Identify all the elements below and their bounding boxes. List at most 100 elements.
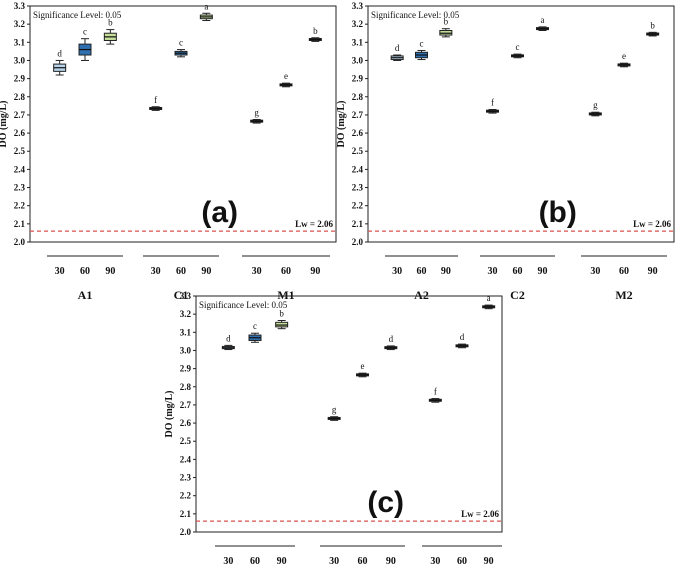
y-tick-label: 3.3 [180,291,192,301]
category-label: 30 [151,266,161,277]
significance-letter: f [491,97,494,107]
category-label: 90 [201,266,211,277]
category-label: 90 [441,266,451,277]
significance-letter: e [361,361,365,371]
category-label: 60 [417,266,427,277]
significance-letter: f [434,387,437,397]
y-tick-label: 2.6 [14,128,26,138]
y-tick-label: 2.2 [180,491,192,501]
significance-letter: f [154,95,157,105]
y-tick-label: 2.3 [352,183,364,193]
y-tick-label: 2.8 [352,92,364,102]
category-label: 30 [488,266,498,277]
y-tick-label: 2.1 [180,509,192,519]
category-label: 30 [392,266,402,277]
y-tick-label: 3.3 [14,1,26,11]
y-tick-label: 2.7 [352,110,364,120]
category-label: 90 [105,266,115,277]
y-tick-label: 3.0 [180,345,192,355]
category-label: 90 [648,266,658,277]
y-tick-label: 3.2 [14,19,26,29]
significance-letter: d [389,334,394,344]
y-tick-label: 2.1 [352,219,364,229]
significance-letter: b [313,26,318,36]
category-label: 30 [430,556,440,567]
category-label: 90 [484,556,494,567]
chart-panel-2: 2.0 2.1 2.2 2.3 2.4 2.5 2.6 2.7 2.8 2.9 3.0 3.1 3.2 3… [336,1,674,302]
significance-letter: e [622,51,626,61]
category-label: 90 [538,266,548,277]
group-label: A2 [414,288,429,302]
significance-letter: b [650,20,655,30]
y-tick-label: 2.1 [14,219,26,229]
reference-line-label: Lw = 2.06 [295,219,333,229]
y-tick-label: 2.3 [14,183,26,193]
significance-letter: g [332,405,337,415]
reference-line-label: Lw = 2.06 [461,509,499,519]
category-label: 60 [513,266,523,277]
significance-letter: c [83,27,87,37]
y-tick-label: 3.2 [352,19,364,29]
y-tick-label: 2.0 [180,527,192,537]
significance-letter: a [204,1,208,11]
y-tick-label: 2.4 [352,164,364,174]
y-tick-label: 2.5 [180,436,192,446]
significance-letter: c [420,38,424,48]
category-label: 60 [250,556,260,567]
y-tick-label: 3.2 [180,309,192,319]
y-axis-label: DO (mg/L) [336,101,347,148]
significance-letter: d [460,332,465,342]
category-label: 60 [281,266,291,277]
significance-letter: a [487,293,491,303]
panel-label: (a) [201,196,238,229]
y-tick-label: 2.8 [14,92,26,102]
y-tick-label: 3.1 [14,37,26,47]
y-tick-label: 2.0 [352,237,364,247]
panel-label: (b) [539,196,577,229]
category-label: 90 [386,556,396,567]
group-label: C2 [510,288,525,302]
y-tick-label: 2.2 [352,201,364,211]
y-axis-label: DO (mg/L) [0,101,9,148]
significance-letter: c [516,42,520,52]
significance-letter: e [284,71,288,81]
y-tick-label: 2.6 [180,418,192,428]
group-label: A1 [78,288,93,302]
significance-letter: b [444,17,449,27]
significance-letter: c [253,321,257,331]
category-label: 60 [80,266,90,277]
significance-letter: c [179,38,183,48]
category-label: 60 [358,556,368,567]
significance-letter: b [279,309,284,319]
plot-frame [368,6,674,242]
significance-letter: g [593,100,598,110]
chart-panel-3: 2.0 2.1 2.2 2.3 2.4 2.5 2.6 2.7 2.8 2.9 3.0 3.1 3.2 3… [164,291,502,575]
y-tick-label: 2.4 [180,454,192,464]
category-label: 30 [590,266,600,277]
y-tick-label: 2.9 [352,74,364,84]
category-label: 60 [457,556,467,567]
panel-label: (c) [367,486,404,519]
y-tick-label: 3.0 [14,55,26,65]
chart-panel-1: 2.0 2.1 2.2 2.3 2.4 2.5 2.6 2.7 2.8 2.9 3.0 3.1 3.2 3… [0,1,336,302]
y-tick-label: 2.5 [352,146,364,156]
significance-letter: b [108,18,113,28]
category-label: 90 [277,556,287,567]
y-tick-label: 2.7 [180,400,192,410]
significance-annotation: Significance Level: 0.05 [199,300,288,310]
category-label: 30 [329,556,339,567]
y-tick-label: 2.6 [352,128,364,138]
significance-letter: a [541,15,545,25]
y-tick-label: 2.0 [14,237,26,247]
category-label: 60 [619,266,629,277]
category-label: 30 [223,556,233,567]
y-tick-label: 3.3 [352,1,364,11]
y-tick-label: 2.4 [14,164,26,174]
category-label: 30 [252,266,262,277]
y-tick-label: 2.9 [180,364,192,374]
significance-letter: d [57,48,62,58]
y-tick-label: 3.0 [352,55,364,65]
y-tick-label: 2.7 [14,110,26,120]
y-tick-label: 2.9 [14,74,26,84]
